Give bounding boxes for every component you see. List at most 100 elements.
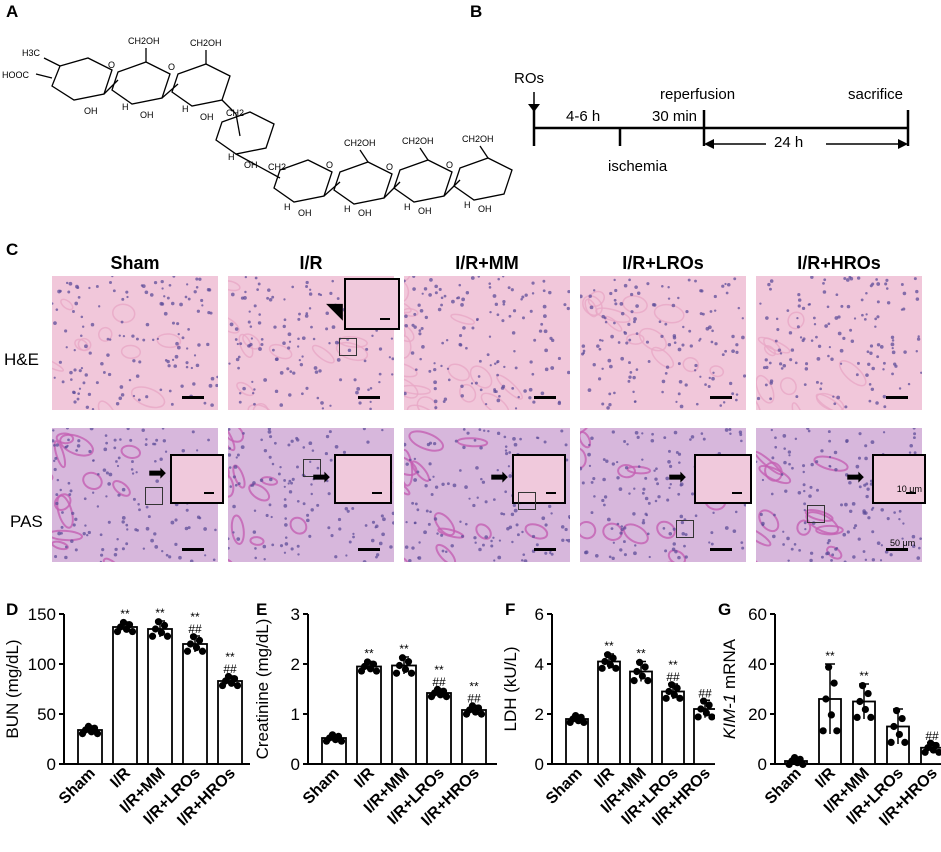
y-axis-label: KIM-1 mRNA [720, 638, 739, 739]
bar [661, 690, 685, 765]
data-point [580, 718, 588, 727]
scale-bar [886, 396, 908, 399]
bar [461, 709, 487, 765]
structure-label: CH2OH [128, 36, 160, 46]
sacrifice-label: sacrifice [848, 86, 904, 103]
significance-hash: ## [698, 686, 712, 700]
structure-label: CH2 [226, 108, 244, 118]
roi-box [518, 492, 536, 510]
data-point [673, 684, 681, 692]
roi-box [676, 520, 694, 538]
data-point [151, 625, 160, 633]
data-point [887, 738, 895, 747]
ischemia-label: ischemia [608, 158, 668, 175]
y-axis-label: LDH (kU/L) [501, 646, 520, 731]
y-tick-label: 20 [748, 705, 767, 724]
significance-star: ** [364, 647, 374, 661]
data-point [337, 737, 346, 745]
data-point [186, 640, 195, 648]
data-point [363, 658, 372, 666]
bar [147, 628, 173, 765]
significance-star: ** [469, 680, 479, 694]
arrow-icon: ➡ [490, 464, 509, 489]
data-point [893, 706, 901, 715]
data-point [157, 629, 166, 637]
data-point [148, 632, 157, 640]
data-point [927, 739, 935, 747]
structure-label: OH [84, 106, 98, 116]
data-point [189, 633, 198, 641]
bar [356, 665, 382, 765]
data-point [676, 694, 684, 702]
data-point [224, 672, 233, 681]
structure-label: O [446, 160, 453, 170]
x-tick-label: I/R [812, 764, 839, 791]
y-tick-label: 2 [535, 705, 544, 724]
data-point [398, 654, 407, 662]
data-point [183, 647, 192, 655]
he-micrograph [404, 276, 570, 410]
bar [629, 670, 653, 765]
data-point [705, 701, 713, 709]
data-point [708, 713, 715, 721]
data-point [633, 667, 641, 676]
data-point [853, 713, 861, 722]
data-point [702, 709, 710, 717]
timeline: ROs 4-6 h 30 min reperfusion sacrifice i… [490, 0, 941, 200]
structure-label: OH [298, 208, 312, 218]
y-tick-label: 1 [291, 705, 300, 724]
data-point [700, 697, 708, 705]
data-point [898, 714, 906, 723]
data-point [154, 618, 163, 626]
significance-hash: ## [432, 675, 446, 689]
structure-label: CH2 [268, 162, 286, 172]
row-label-he: H&E [4, 350, 39, 369]
y-axis-label: BUN (mg/dL) [3, 639, 22, 738]
significance-hash: ## [925, 729, 939, 743]
pas-micrograph [404, 428, 570, 562]
panel-label-b: B [470, 2, 483, 21]
data-point [160, 621, 169, 629]
x-tick-label: I/R [107, 764, 134, 791]
he-micrograph [52, 276, 218, 410]
inset-scale-bar [372, 492, 382, 494]
significance-hash: ## [467, 692, 481, 706]
data-point [609, 654, 617, 662]
data-point [195, 636, 204, 644]
structure-label: H [344, 204, 351, 214]
data-point [601, 657, 609, 666]
y-tick-label: 3 [291, 605, 300, 624]
significance-star: ** [859, 669, 869, 683]
arrow-icon: ➡ [148, 460, 167, 485]
significance-star: ** [434, 663, 444, 677]
group-label-ir-mm: I/R+MM [455, 253, 519, 273]
roi-box [339, 338, 357, 356]
data-point [395, 661, 404, 670]
structure-label: CH2OH [402, 136, 434, 146]
bar [182, 643, 208, 765]
data-point [867, 713, 875, 722]
y-tick-label: 100 [28, 655, 56, 674]
y-tick-label: 4 [535, 655, 544, 674]
data-point [670, 691, 678, 699]
structure-label: H [464, 200, 471, 210]
y-tick-label: 60 [748, 605, 767, 624]
structure-label: OH [358, 208, 372, 218]
structure-label: H [404, 202, 411, 212]
structure-label: H [122, 102, 129, 112]
group-label-ir-lros: I/R+LROs [622, 253, 704, 273]
data-point [407, 669, 416, 677]
data-point [369, 660, 378, 668]
structure-label: OH [244, 160, 258, 170]
data-point [827, 711, 835, 719]
scale-bar [710, 548, 732, 551]
significance-star: ** [825, 649, 835, 663]
arrow-icon: ➡ [846, 464, 865, 489]
structure-label: OH [478, 204, 492, 214]
significance-star: ** [190, 610, 200, 624]
he-micrograph [228, 276, 394, 410]
panel-label-a: A [6, 2, 19, 21]
data-point [477, 710, 486, 718]
significance-star: ** [225, 650, 235, 664]
